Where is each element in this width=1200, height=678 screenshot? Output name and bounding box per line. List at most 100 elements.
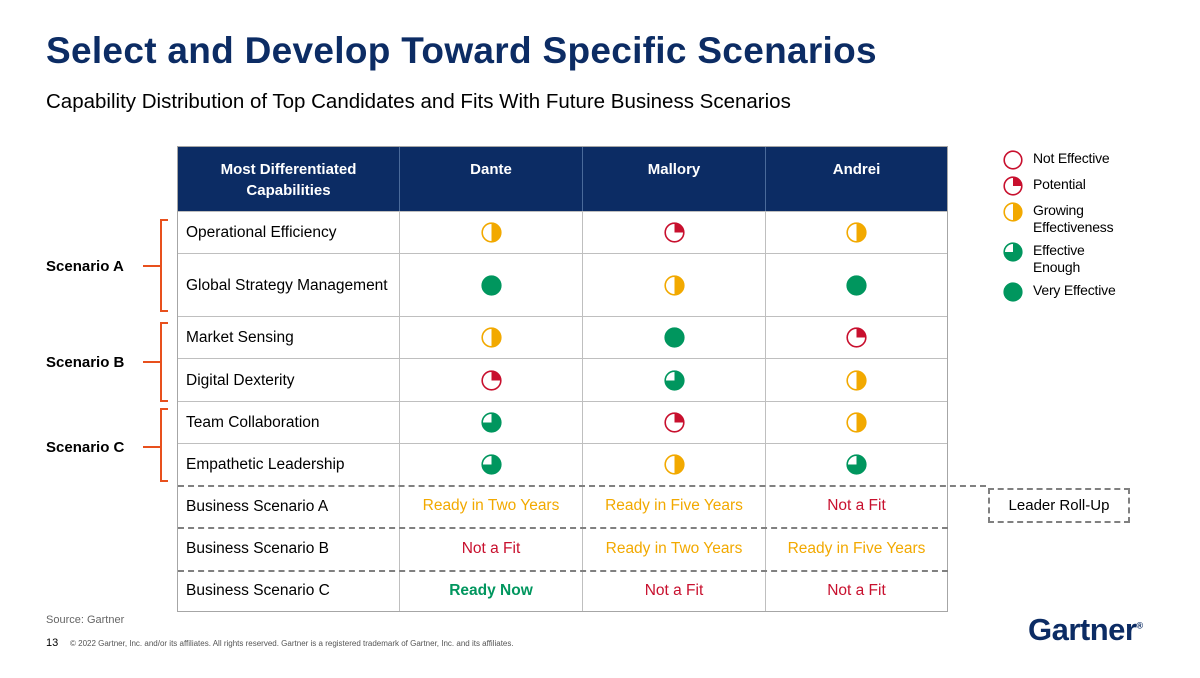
rating-cell xyxy=(582,359,765,401)
header-dante: Dante xyxy=(399,147,582,211)
table-header-row: Most Differentiated Capabilities Dante M… xyxy=(178,147,947,211)
rating-50-icon xyxy=(480,222,502,243)
scenario-row-label: Business Scenario B xyxy=(186,540,330,558)
header-andrei: Andrei xyxy=(765,147,947,211)
rating-100-icon xyxy=(663,327,685,348)
rating-cell xyxy=(582,444,765,485)
header-capabilities: Most Differentiated Capabilities xyxy=(220,161,357,199)
rollup-dash-b xyxy=(178,527,948,529)
rating-50-icon xyxy=(846,222,867,243)
business-scenario-row: Business Scenario A Ready in Two Years Rea… xyxy=(178,485,947,528)
rating-cell xyxy=(399,317,582,358)
readiness-cell: Not a Fit xyxy=(399,527,582,570)
legend-item: Not Effective xyxy=(1003,150,1133,170)
rating-cell xyxy=(399,254,582,316)
readiness-cell: Ready in Five Years xyxy=(582,485,765,528)
rating-cell xyxy=(399,444,582,485)
readiness-cell: Not a Fit xyxy=(582,570,765,611)
capability-table: Most Differentiated Capabilities Dante M… xyxy=(177,146,948,612)
rating-cell xyxy=(582,254,765,316)
scenario-c-bracket xyxy=(160,408,168,482)
rating-50-icon xyxy=(846,412,867,433)
legend-100-icon xyxy=(1003,282,1023,302)
capability-label: Market Sensing xyxy=(186,329,294,346)
legend-25-icon xyxy=(1003,176,1023,196)
legend-label: Growing Effectiveness xyxy=(1033,202,1114,235)
rating-cell xyxy=(765,254,947,316)
rating-cell xyxy=(765,402,947,443)
scenario-b-bracket xyxy=(160,322,168,402)
rating-50-icon xyxy=(480,327,502,348)
scenario-b-label: Scenario B xyxy=(46,354,125,371)
legend-0-icon xyxy=(1003,150,1023,170)
rating-cell xyxy=(765,444,947,485)
leader-rollup-label: Leader Roll-Up xyxy=(988,488,1130,523)
scenario-row-label: Business Scenario A xyxy=(186,497,329,515)
rating-cell xyxy=(765,212,947,253)
rating-50-icon xyxy=(846,369,867,391)
rating-cell xyxy=(582,212,765,253)
capability-label: Empathetic Leadership xyxy=(186,456,345,473)
rating-cell xyxy=(399,359,582,401)
business-scenario-row: Business Scenario B Not a Fit Ready in Two… xyxy=(178,527,947,570)
source-note: Source: Gartner xyxy=(46,614,125,626)
capability-label: Operational Efficiency xyxy=(186,224,337,241)
readiness-cell: Not a Fit xyxy=(765,570,947,611)
legend-label: Not Effective xyxy=(1033,150,1110,166)
legend-label: Very Effective xyxy=(1033,282,1116,298)
legend-label: Effective Enough xyxy=(1033,242,1085,275)
readiness-cell: Ready in Two Years xyxy=(582,527,765,570)
rating-100-icon xyxy=(480,274,502,296)
rating-cell xyxy=(399,402,582,443)
rating-cell xyxy=(765,359,947,401)
rating-cell xyxy=(765,317,947,358)
gartner-logo: Gartner® xyxy=(1028,612,1143,647)
legend-item: Growing Effectiveness xyxy=(1003,202,1133,236)
capability-label: Digital Dexterity xyxy=(186,371,295,389)
rating-25-icon xyxy=(663,222,685,243)
capability-row: Empathetic Leadership xyxy=(178,443,947,485)
header-mallory: Mallory xyxy=(582,147,765,211)
legend-75-icon xyxy=(1003,242,1023,262)
rating-75-icon xyxy=(663,369,685,391)
page-number: 13 xyxy=(46,637,59,649)
rating-75-icon xyxy=(480,454,502,475)
rating-25-icon xyxy=(663,412,685,433)
legend-item: Effective Enough xyxy=(1003,242,1133,276)
rating-50-icon xyxy=(663,274,685,296)
scenario-c-label: Scenario C xyxy=(46,439,125,456)
rollup-dash-c xyxy=(178,570,948,572)
capability-label: Global Strategy Management xyxy=(186,276,388,294)
readiness-cell: Ready in Five Years xyxy=(765,527,947,570)
rating-cell xyxy=(582,317,765,358)
scenario-c-tick xyxy=(143,446,161,448)
legend-label: Potential xyxy=(1033,176,1086,192)
scenario-a-label: Scenario A xyxy=(46,258,124,275)
capability-row: Operational Efficiency xyxy=(178,211,947,253)
rollup-dash-a xyxy=(178,485,986,487)
rating-75-icon xyxy=(480,412,502,433)
rating-50-icon xyxy=(663,454,685,475)
effectiveness-legend: Not Effective Potential Growing Effectiven… xyxy=(1003,150,1133,308)
capability-label: Team Collaboration xyxy=(186,414,320,431)
scenario-a-bracket xyxy=(160,219,168,312)
capability-row: Market Sensing xyxy=(178,316,947,358)
rating-25-icon xyxy=(846,327,867,348)
rating-100-icon xyxy=(846,274,867,296)
capability-row: Digital Dexterity xyxy=(178,358,947,401)
rating-cell xyxy=(399,212,582,253)
rating-25-icon xyxy=(480,369,502,391)
capability-row: Global Strategy Management xyxy=(178,253,947,316)
copyright-notice: © 2022 Gartner, Inc. and/or its affiliat… xyxy=(70,639,514,648)
capability-row: Team Collaboration xyxy=(178,401,947,443)
readiness-cell: Ready in Two Years xyxy=(399,485,582,528)
legend-item: Very Effective xyxy=(1003,282,1133,302)
rating-75-icon xyxy=(846,454,867,475)
scenario-row-label: Business Scenario C xyxy=(186,582,330,599)
legend-50-icon xyxy=(1003,202,1023,222)
page-title: Select and Develop Toward Specific Scena… xyxy=(46,30,877,71)
readiness-cell: Ready Now xyxy=(399,570,582,611)
readiness-cell: Not a Fit xyxy=(765,485,947,528)
scenario-b-tick xyxy=(143,361,161,363)
business-scenario-row: Business Scenario C Ready Now Not a Fit Not… xyxy=(178,570,947,611)
